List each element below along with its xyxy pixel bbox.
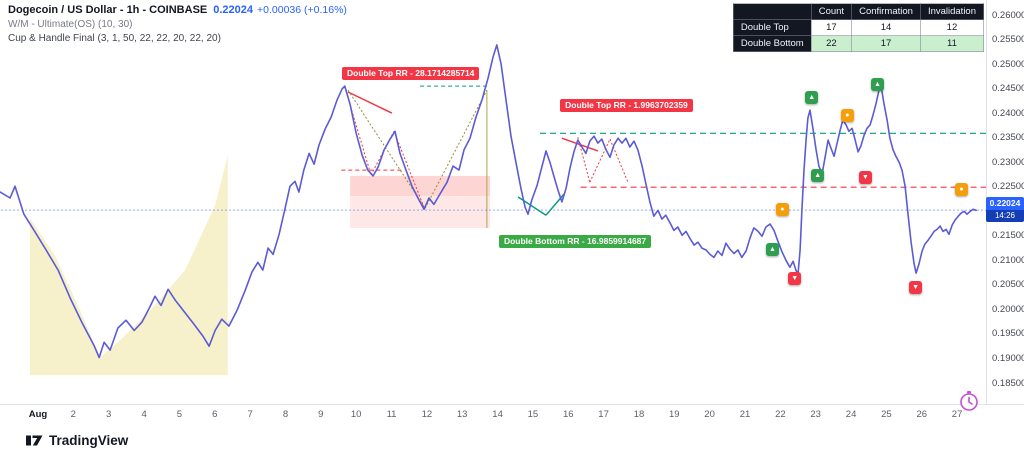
pattern-line[interactable] (347, 91, 393, 114)
price-tick-label: 0.21500 (992, 230, 1024, 242)
pattern-line[interactable] (393, 131, 425, 208)
pattern-signal-marker[interactable]: ▲ (870, 78, 884, 92)
stats-double-top-invalidation: 12 (919, 19, 985, 36)
time-tick-label: 27 (951, 409, 963, 420)
price-tick-label: 0.22500 (992, 181, 1024, 193)
price-change: +0.00036 (+0.16%) (257, 4, 347, 16)
time-tick-label: 19 (669, 409, 680, 420)
time-tick-label: 4 (141, 409, 147, 420)
pattern-signal-marker[interactable]: ▲ (765, 243, 779, 257)
badge-countdown: 14:26 (986, 210, 1024, 223)
price-tick-label: 0.18500 (992, 377, 1024, 389)
price-tick-label: 0.20500 (992, 279, 1024, 291)
time-tick-label: 23 (810, 409, 821, 420)
time-tick-label: 26 (916, 409, 928, 420)
time-tick-label: 6 (212, 409, 218, 420)
price-chart-pane[interactable] (0, 0, 986, 404)
time-tick-label: 22 (775, 409, 786, 420)
price-tick-label: 0.21000 (992, 254, 1024, 266)
time-tick-label: 25 (881, 409, 892, 420)
pattern-line[interactable] (589, 138, 611, 183)
current-price-badge: 0.22024 14:26 (986, 197, 1024, 223)
tradingview-logo-text: TradingView (49, 433, 129, 448)
pattern-line[interactable] (347, 89, 426, 209)
time-tick-label: 8 (282, 409, 289, 420)
time-tick-label: 15 (527, 409, 539, 420)
pattern-signal-marker[interactable]: ▼ (788, 271, 802, 285)
stats-header-invalidation: Invalidation (919, 3, 985, 20)
time-axis[interactable]: Aug 2 3 4 5 6 7 8 9 10 11 12 13 14 15 16 17 18 19 20 21 22 23 2… (0, 404, 1024, 426)
time-tick-label: 17 (598, 409, 609, 420)
time-tick-label: 13 (456, 409, 468, 420)
double-top-zone-upper[interactable] (350, 175, 491, 196)
pattern-rr-label[interactable]: Double Top RR - 28.1714285714 (342, 67, 480, 80)
time-tick-label: 11 (386, 409, 397, 420)
stats-double-bottom-invalidation: 11 (919, 35, 985, 52)
symbol-legend-row[interactable]: Dogecoin / US Dollar - 1h - COINBASE 0.22… (8, 4, 347, 16)
pattern-signal-marker[interactable]: ▼ (909, 281, 923, 295)
price-tick-label: 0.24500 (992, 83, 1024, 95)
time-tick-label: 10 (350, 409, 362, 420)
stats-corner-cell (732, 3, 812, 20)
time-tick-label: 16 (563, 409, 574, 420)
price-tick-label: 0.19500 (992, 328, 1024, 340)
stats-row-label-double-top: Double Top (732, 19, 812, 36)
tradingview-logo[interactable]: TradingView (26, 432, 128, 449)
price-tick-label: 0.25500 (992, 34, 1024, 45)
footer-bar: TradingView (0, 425, 1024, 458)
cup-pattern-region[interactable] (29, 155, 228, 376)
symbol-title: Dogecoin / US Dollar - 1h - COINBASE (8, 4, 208, 16)
price-tick-label: 0.26000 (992, 9, 1024, 21)
time-tick-label: 3 (106, 409, 112, 420)
stats-header-count: Count (810, 3, 853, 20)
price-tick-label: 0.19000 (992, 353, 1024, 364)
pattern-signal-marker[interactable]: ● (955, 183, 969, 197)
time-tick-label: 21 (739, 409, 751, 420)
pattern-signal-marker[interactable]: ▼ (858, 171, 872, 185)
last-price: 0.22024 (213, 4, 254, 16)
price-tick-label: 0.20000 (992, 303, 1024, 315)
tradingview-logo-mark (26, 435, 43, 446)
price-tick-label: 0.25000 (992, 58, 1024, 70)
indicator-legend-cup-handle[interactable]: Cup & Handle Final (3, 1, 50, 22, 22, 20… (8, 33, 221, 44)
stats-double-bottom-confirmation: 17 (851, 35, 921, 52)
time-tick-label: 5 (176, 409, 183, 420)
pattern-signal-marker[interactable]: ▲ (805, 90, 819, 104)
time-tick-label: 20 (704, 409, 715, 420)
stats-double-top-count: 17 (810, 19, 853, 36)
time-tick-label: 14 (492, 409, 503, 420)
time-tick-label: 2 (70, 409, 76, 420)
pattern-line[interactable] (609, 138, 629, 183)
badge-price: 0.22024 (986, 197, 1024, 211)
time-tick-label: Aug (28, 409, 48, 420)
indicator-legend-wm[interactable]: W/M - Ultimate(OS) (10, 30) (8, 19, 133, 30)
time-tick-label: 24 (845, 409, 857, 420)
stats-row-label-double-bottom: Double Bottom (732, 35, 812, 52)
time-tick-label: 18 (633, 409, 645, 420)
stats-double-top-confirmation: 14 (851, 19, 921, 36)
countdown-clock-icon[interactable] (956, 388, 982, 414)
pattern-signal-marker[interactable]: ▲ (811, 168, 825, 182)
pattern-line[interactable] (545, 193, 565, 216)
pattern-rr-label[interactable]: Double Bottom RR - 16.9859914687 (498, 235, 652, 249)
stats-double-bottom-count: 22 (810, 35, 853, 52)
pattern-signal-marker[interactable]: ● (775, 203, 789, 217)
price-tick-label: 0.23500 (992, 132, 1024, 144)
pattern-signal-marker[interactable]: ● (840, 109, 854, 123)
time-tick-label: 12 (421, 409, 433, 420)
pattern-line[interactable] (344, 86, 372, 176)
stats-header-confirmation: Confirmation (851, 3, 921, 20)
pattern-rr-label[interactable]: Double Top RR - 1.9963702359 (560, 98, 693, 112)
drawing-overlay: Double Top RR - 28.1714285714 Double Top … (342, 67, 969, 295)
price-tick-label: 0.23000 (992, 156, 1024, 168)
chart-legend: Dogecoin / US Dollar - 1h - COINBASE 0.22… (8, 4, 347, 44)
price-line[interactable] (0, 44, 978, 359)
price-tick-label: 0.24000 (992, 107, 1024, 119)
time-tick-label: 7 (247, 409, 253, 420)
pattern-stats-table: Count Confirmation Invalidation Double T… (732, 3, 985, 52)
time-tick-label: 9 (318, 409, 324, 420)
